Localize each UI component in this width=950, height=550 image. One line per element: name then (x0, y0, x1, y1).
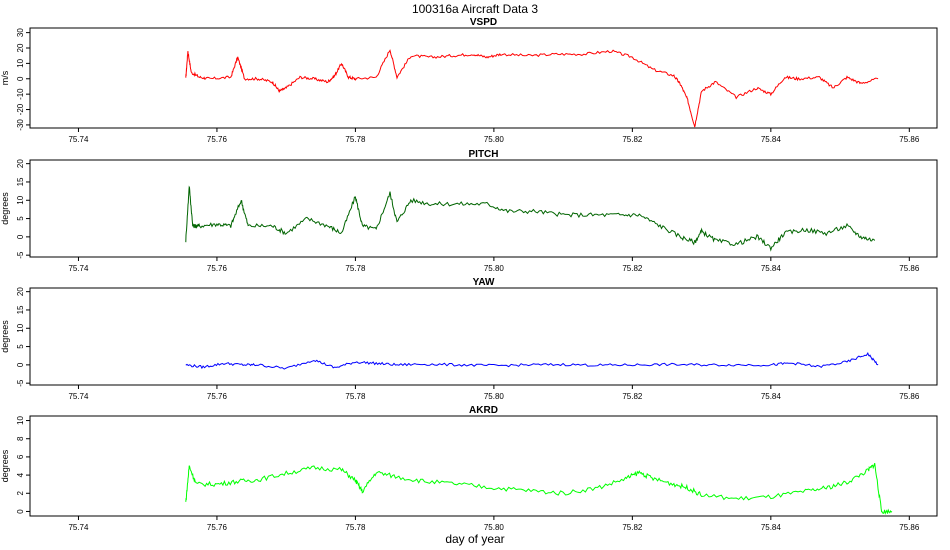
panels: VSPD 75.74 75.76 75.78 75.80 75.82 75.84 75.86 -… (0, 17, 938, 532)
x-tick-label: 75.84 (761, 392, 782, 401)
panel-pitch: PITCH 75.74 75.76 75.78 75.80 75.82 75.84 75.86… (0, 149, 938, 273)
y-axis-label: degrees (0, 320, 10, 353)
y-tick-label: -5 (16, 379, 25, 387)
series-line-akrd (185, 462, 893, 515)
x-tick-label: 75.76 (207, 523, 228, 532)
plot-frame (29, 159, 938, 258)
y-tick-label: 10 (16, 416, 25, 425)
panel-title: AKRD (469, 405, 498, 416)
plot-frame (29, 27, 938, 129)
x-tick-label: 75.74 (68, 264, 89, 273)
x-tick-label: 75.82 (622, 264, 643, 273)
x-tick-label: 75.74 (68, 135, 89, 144)
panel-akrd: AKRD 75.74 75.76 75.78 75.80 75.82 75.84 75.86 0… (0, 405, 938, 532)
panel-title: YAW (473, 277, 495, 288)
y-tick-label: 10 (16, 58, 25, 67)
x-tick-label: 75.80 (484, 135, 505, 144)
x-tick-label: 75.84 (761, 135, 782, 144)
x-tick-label: 75.84 (761, 523, 782, 532)
y-tick-label: 15 (16, 177, 25, 186)
y-tick-label: -5 (16, 251, 25, 259)
y-tick-label: 2 (16, 490, 25, 495)
x-tick-label: 75.86 (899, 392, 920, 401)
y-tick-label: 0 (16, 234, 25, 239)
x-tick-label: 75.80 (484, 392, 505, 401)
y-tick-label: 5 (16, 216, 25, 221)
series-line-pitch (185, 185, 876, 252)
plot-frame (29, 415, 938, 517)
panel-yaw: YAW 75.74 75.76 75.78 75.80 75.82 75.84 75.86 -5… (0, 277, 938, 401)
y-axis-label: degrees (0, 192, 10, 225)
x-tick-label: 75.76 (207, 392, 228, 401)
x-tick-label: 75.78 (345, 392, 366, 401)
y-tick-label: -20 (16, 103, 25, 115)
y-tick-label: 4 (16, 472, 25, 477)
x-tick-label: 75.74 (68, 392, 89, 401)
x-tick-label: 75.76 (207, 264, 228, 273)
x-tick-label: 75.86 (899, 523, 920, 532)
x-tick-label: 75.82 (622, 392, 643, 401)
x-tick-label: 75.82 (622, 135, 643, 144)
x-tick-label: 75.86 (899, 264, 920, 273)
y-tick-label: 0 (16, 76, 25, 81)
x-tick-label: 75.82 (622, 523, 643, 532)
y-tick-label: 10 (16, 323, 25, 332)
x-tick-label: 75.80 (484, 264, 505, 273)
x-tick-label: 75.78 (345, 264, 366, 273)
y-tick-label: 10 (16, 195, 25, 204)
x-axis-label: day of year (445, 532, 504, 546)
y-tick-label: -10 (16, 88, 25, 100)
y-tick-label: 15 (16, 305, 25, 314)
x-tick-label: 75.76 (207, 135, 228, 144)
x-tick-label: 75.86 (899, 135, 920, 144)
plot-frame (29, 287, 938, 386)
x-tick-label: 75.80 (484, 523, 505, 532)
x-tick-label: 75.78 (345, 135, 366, 144)
y-tick-label: 0 (16, 509, 25, 514)
y-tick-label: 30 (16, 28, 25, 37)
x-tick-label: 75.74 (68, 523, 89, 532)
series-line-yaw (185, 351, 879, 370)
y-axis-label: degrees (0, 449, 10, 482)
y-tick-label: 8 (16, 436, 25, 441)
y-tick-label: 6 (16, 454, 25, 459)
panel-title: PITCH (469, 149, 499, 160)
figure-title: 100316a Aircraft Data 3 (412, 2, 538, 16)
panel-vspd: VSPD 75.74 75.76 75.78 75.80 75.82 75.84 75.86 -… (0, 17, 938, 144)
y-tick-label: -30 (16, 119, 25, 131)
y-axis-label: m/s (0, 70, 10, 85)
y-tick-label: 20 (16, 43, 25, 52)
series-line-vspd (185, 49, 879, 128)
y-tick-label: 0 (16, 362, 25, 367)
y-tick-label: 20 (16, 287, 25, 296)
panel-title: VSPD (470, 17, 497, 28)
x-tick-label: 75.84 (761, 264, 782, 273)
x-tick-label: 75.78 (345, 523, 366, 532)
y-tick-label: 20 (16, 159, 25, 168)
y-tick-label: 5 (16, 344, 25, 349)
